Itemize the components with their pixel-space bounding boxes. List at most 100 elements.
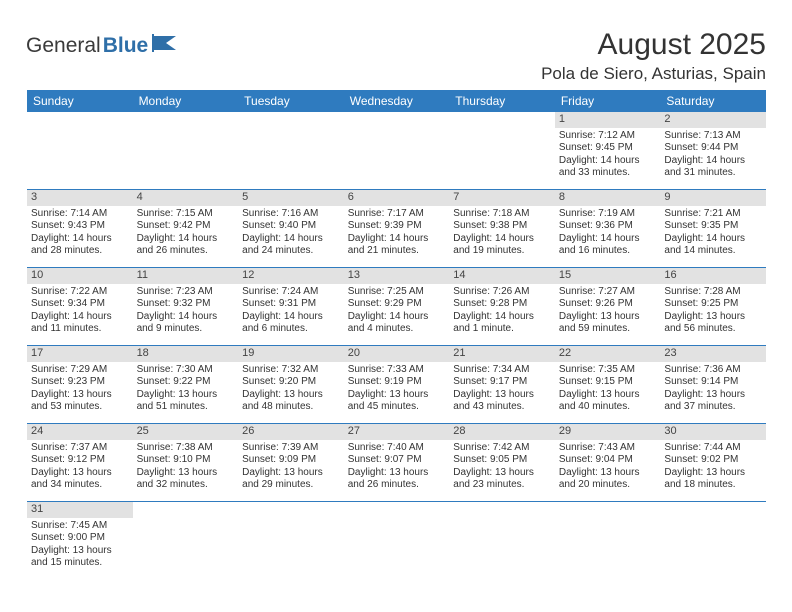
daylight-text-2: and 37 minutes. <box>664 401 762 414</box>
day-number: 22 <box>555 346 661 362</box>
daylight-text: Daylight: 13 hours <box>348 389 446 402</box>
cell-body: Sunrise: 7:43 AMSunset: 9:04 PMDaylight:… <box>555 440 661 496</box>
sunrise-text: Sunrise: 7:30 AM <box>137 364 235 377</box>
calendar-cell-empty <box>344 112 450 190</box>
daylight-text: Daylight: 14 hours <box>664 155 762 168</box>
day-number: 11 <box>133 268 239 284</box>
calendar-cell: 30Sunrise: 7:44 AMSunset: 9:02 PMDayligh… <box>660 424 766 502</box>
sunrise-text: Sunrise: 7:44 AM <box>664 442 762 455</box>
calendar-cell: 1Sunrise: 7:12 AMSunset: 9:45 PMDaylight… <box>555 112 661 190</box>
day-number: 18 <box>133 346 239 362</box>
daylight-text-2: and 24 minutes. <box>242 245 340 258</box>
sunset-text: Sunset: 9:39 PM <box>348 220 446 233</box>
day-number: 24 <box>27 424 133 440</box>
calendar-cell-empty <box>555 502 661 580</box>
cell-body: Sunrise: 7:27 AMSunset: 9:26 PMDaylight:… <box>555 284 661 340</box>
day-number: 13 <box>344 268 450 284</box>
sunset-text: Sunset: 9:44 PM <box>664 142 762 155</box>
cell-body: Sunrise: 7:30 AMSunset: 9:22 PMDaylight:… <box>133 362 239 418</box>
sunset-text: Sunset: 9:38 PM <box>453 220 551 233</box>
sunrise-text: Sunrise: 7:16 AM <box>242 208 340 221</box>
calendar-cell: 21Sunrise: 7:34 AMSunset: 9:17 PMDayligh… <box>449 346 555 424</box>
sunrise-text: Sunrise: 7:42 AM <box>453 442 551 455</box>
sunrise-text: Sunrise: 7:34 AM <box>453 364 551 377</box>
day-number: 20 <box>344 346 450 362</box>
calendar-cell: 6Sunrise: 7:17 AMSunset: 9:39 PMDaylight… <box>344 190 450 268</box>
day-number: 16 <box>660 268 766 284</box>
sunset-text: Sunset: 9:32 PM <box>137 298 235 311</box>
calendar-cell: 11Sunrise: 7:23 AMSunset: 9:32 PMDayligh… <box>133 268 239 346</box>
cell-body: Sunrise: 7:15 AMSunset: 9:42 PMDaylight:… <box>133 206 239 262</box>
day-number: 15 <box>555 268 661 284</box>
daylight-text-2: and 43 minutes. <box>453 401 551 414</box>
cell-body: Sunrise: 7:35 AMSunset: 9:15 PMDaylight:… <box>555 362 661 418</box>
cell-body: Sunrise: 7:12 AMSunset: 9:45 PMDaylight:… <box>555 128 661 184</box>
calendar-cell-empty <box>449 502 555 580</box>
sunrise-text: Sunrise: 7:17 AM <box>348 208 446 221</box>
calendar-cell: 17Sunrise: 7:29 AMSunset: 9:23 PMDayligh… <box>27 346 133 424</box>
daylight-text: Daylight: 14 hours <box>348 233 446 246</box>
sunset-text: Sunset: 9:15 PM <box>559 376 657 389</box>
day-number: 21 <box>449 346 555 362</box>
calendar-cell-empty <box>449 112 555 190</box>
calendar-cell: 10Sunrise: 7:22 AMSunset: 9:34 PMDayligh… <box>27 268 133 346</box>
sunset-text: Sunset: 9:45 PM <box>559 142 657 155</box>
day-header: Friday <box>555 90 661 112</box>
calendar-cell: 16Sunrise: 7:28 AMSunset: 9:25 PMDayligh… <box>660 268 766 346</box>
calendar-cell: 26Sunrise: 7:39 AMSunset: 9:09 PMDayligh… <box>238 424 344 502</box>
cell-body: Sunrise: 7:33 AMSunset: 9:19 PMDaylight:… <box>344 362 450 418</box>
calendar-cell: 25Sunrise: 7:38 AMSunset: 9:10 PMDayligh… <box>133 424 239 502</box>
sunrise-text: Sunrise: 7:33 AM <box>348 364 446 377</box>
day-header: Sunday <box>27 90 133 112</box>
daylight-text-2: and 9 minutes. <box>137 323 235 336</box>
cell-body: Sunrise: 7:17 AMSunset: 9:39 PMDaylight:… <box>344 206 450 262</box>
day-number: 27 <box>344 424 450 440</box>
day-number: 8 <box>555 190 661 206</box>
sunset-text: Sunset: 9:40 PM <box>242 220 340 233</box>
header: GeneralBlue August 2025 Pola de Siero, A… <box>26 28 766 84</box>
sunset-text: Sunset: 9:42 PM <box>137 220 235 233</box>
sunrise-text: Sunrise: 7:21 AM <box>664 208 762 221</box>
daylight-text: Daylight: 14 hours <box>242 233 340 246</box>
cell-body: Sunrise: 7:22 AMSunset: 9:34 PMDaylight:… <box>27 284 133 340</box>
daylight-text: Daylight: 13 hours <box>31 545 129 558</box>
cell-body: Sunrise: 7:36 AMSunset: 9:14 PMDaylight:… <box>660 362 766 418</box>
calendar-cell: 14Sunrise: 7:26 AMSunset: 9:28 PMDayligh… <box>449 268 555 346</box>
calendar-cell-empty <box>238 112 344 190</box>
location: Pola de Siero, Asturias, Spain <box>541 64 766 84</box>
day-number: 6 <box>344 190 450 206</box>
calendar-cell: 19Sunrise: 7:32 AMSunset: 9:20 PMDayligh… <box>238 346 344 424</box>
cell-body: Sunrise: 7:16 AMSunset: 9:40 PMDaylight:… <box>238 206 344 262</box>
sunset-text: Sunset: 9:22 PM <box>137 376 235 389</box>
day-number: 5 <box>238 190 344 206</box>
sunset-text: Sunset: 9:02 PM <box>664 454 762 467</box>
title-block: August 2025 Pola de Siero, Asturias, Spa… <box>541 28 766 84</box>
daylight-text: Daylight: 14 hours <box>559 155 657 168</box>
day-number: 1 <box>555 112 661 128</box>
daylight-text: Daylight: 14 hours <box>31 233 129 246</box>
daylight-text: Daylight: 14 hours <box>242 311 340 324</box>
calendar-cell-empty <box>344 502 450 580</box>
calendar-cell: 13Sunrise: 7:25 AMSunset: 9:29 PMDayligh… <box>344 268 450 346</box>
day-number: 19 <box>238 346 344 362</box>
daylight-text: Daylight: 14 hours <box>559 233 657 246</box>
sunrise-text: Sunrise: 7:25 AM <box>348 286 446 299</box>
calendar-cell: 24Sunrise: 7:37 AMSunset: 9:12 PMDayligh… <box>27 424 133 502</box>
calendar-cell: 4Sunrise: 7:15 AMSunset: 9:42 PMDaylight… <box>133 190 239 268</box>
sunrise-text: Sunrise: 7:23 AM <box>137 286 235 299</box>
sunset-text: Sunset: 9:26 PM <box>559 298 657 311</box>
cell-body: Sunrise: 7:24 AMSunset: 9:31 PMDaylight:… <box>238 284 344 340</box>
sunrise-text: Sunrise: 7:26 AM <box>453 286 551 299</box>
logo: GeneralBlue <box>26 28 178 58</box>
cell-body: Sunrise: 7:39 AMSunset: 9:09 PMDaylight:… <box>238 440 344 496</box>
cell-body: Sunrise: 7:34 AMSunset: 9:17 PMDaylight:… <box>449 362 555 418</box>
calendar-grid: SundayMondayTuesdayWednesdayThursdayFrid… <box>26 90 766 580</box>
sunrise-text: Sunrise: 7:37 AM <box>31 442 129 455</box>
cell-body: Sunrise: 7:18 AMSunset: 9:38 PMDaylight:… <box>449 206 555 262</box>
daylight-text-2: and 14 minutes. <box>664 245 762 258</box>
daylight-text: Daylight: 13 hours <box>242 389 340 402</box>
sunrise-text: Sunrise: 7:45 AM <box>31 520 129 533</box>
daylight-text-2: and 51 minutes. <box>137 401 235 414</box>
day-header: Thursday <box>449 90 555 112</box>
cell-body: Sunrise: 7:40 AMSunset: 9:07 PMDaylight:… <box>344 440 450 496</box>
